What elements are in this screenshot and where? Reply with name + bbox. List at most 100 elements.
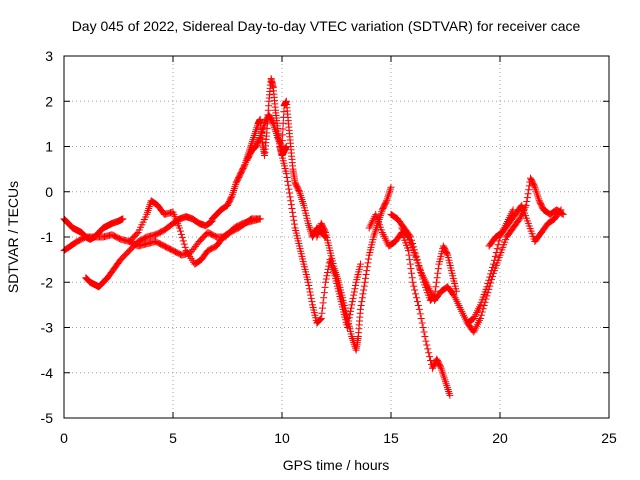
- data-point: [317, 314, 325, 322]
- data-point: [377, 210, 385, 218]
- data-point: [440, 372, 448, 380]
- data-point: [434, 265, 442, 273]
- data-point: [439, 370, 447, 378]
- data-point: [442, 380, 450, 388]
- data-point: [363, 267, 371, 275]
- data-point: [286, 193, 294, 201]
- data-point: [284, 181, 292, 189]
- data-point: [304, 278, 312, 286]
- data-point: [323, 269, 331, 277]
- data-point: [414, 302, 422, 310]
- data-point: [407, 265, 415, 273]
- data-point: [323, 272, 331, 280]
- data-point: [251, 130, 259, 138]
- data-point: [297, 192, 305, 200]
- y-tick-label: 2: [45, 93, 53, 109]
- data-point: [305, 221, 313, 229]
- data-point: [372, 225, 380, 233]
- data-point: [362, 270, 370, 278]
- data-point: [426, 353, 434, 361]
- data-point: [445, 387, 453, 395]
- data-point: [478, 308, 486, 316]
- series-8: [313, 183, 395, 354]
- data-point: [361, 274, 369, 282]
- data-point: [408, 269, 416, 277]
- data-point: [416, 310, 424, 318]
- data-point: [444, 386, 452, 394]
- data-point: [559, 210, 567, 218]
- y-tick-label: 1: [45, 139, 53, 155]
- data-point: [277, 141, 285, 149]
- data-point: [287, 197, 295, 205]
- data-point: [322, 278, 330, 286]
- data-point: [305, 281, 313, 289]
- data-point: [480, 302, 488, 310]
- data-point: [423, 341, 431, 349]
- data-point: [351, 281, 359, 289]
- data-point: [240, 162, 248, 170]
- data-point: [320, 294, 328, 302]
- data-point: [452, 287, 460, 295]
- data-series: [60, 75, 567, 399]
- data-point: [509, 206, 517, 214]
- data-point: [230, 185, 238, 193]
- data-point: [231, 183, 239, 191]
- data-point: [227, 194, 235, 202]
- data-point: [485, 285, 493, 293]
- data-point: [486, 282, 494, 290]
- data-point: [412, 290, 420, 298]
- data-point: [318, 304, 326, 312]
- data-point: [422, 337, 430, 345]
- data-point: [181, 243, 189, 251]
- data-point: [285, 185, 293, 193]
- data-point: [417, 314, 425, 322]
- data-point: [370, 231, 378, 239]
- data-point: [350, 291, 358, 299]
- x-tick-label: 15: [383, 430, 399, 446]
- series-3: [82, 213, 216, 291]
- data-point: [420, 328, 428, 336]
- data-point: [495, 237, 503, 245]
- data-point: [404, 247, 412, 255]
- data-point: [176, 227, 184, 235]
- data-point: [524, 190, 532, 198]
- data-point: [411, 286, 419, 294]
- y-tick-label: -4: [41, 365, 54, 381]
- data-point: [348, 298, 356, 306]
- data-point: [356, 260, 364, 268]
- data-point: [347, 304, 355, 312]
- data-point: [491, 252, 499, 260]
- data-point: [406, 256, 414, 264]
- data-point: [287, 201, 295, 209]
- data-point: [482, 295, 490, 303]
- data-point: [484, 289, 492, 297]
- data-point: [405, 251, 413, 259]
- data-point: [425, 349, 433, 357]
- data-point: [356, 305, 364, 313]
- series-5: [208, 75, 290, 223]
- data-point: [534, 193, 542, 201]
- data-point: [320, 289, 328, 297]
- data-point: [306, 288, 314, 296]
- data-point: [409, 278, 417, 286]
- data-point: [445, 389, 453, 397]
- y-tick-label: -3: [41, 320, 54, 336]
- data-point: [523, 194, 531, 202]
- data-point: [442, 378, 449, 386]
- data-point: [419, 324, 427, 331]
- data-point: [415, 305, 423, 313]
- axis-ticks: 0 5 10 15 20 25 -5 -4 -3 -2 -1 0 1 2 3: [41, 48, 617, 446]
- y-tick-label: -5: [41, 410, 54, 426]
- data-point: [360, 286, 368, 294]
- data-point: [357, 302, 365, 310]
- data-point: [297, 194, 305, 202]
- data-point: [289, 208, 297, 216]
- data-point: [351, 285, 359, 293]
- data-point: [431, 287, 439, 295]
- data-point: [295, 186, 303, 194]
- data-point: [488, 276, 496, 284]
- data-point: [443, 382, 451, 390]
- data-point: [119, 215, 127, 223]
- data-point: [179, 237, 187, 245]
